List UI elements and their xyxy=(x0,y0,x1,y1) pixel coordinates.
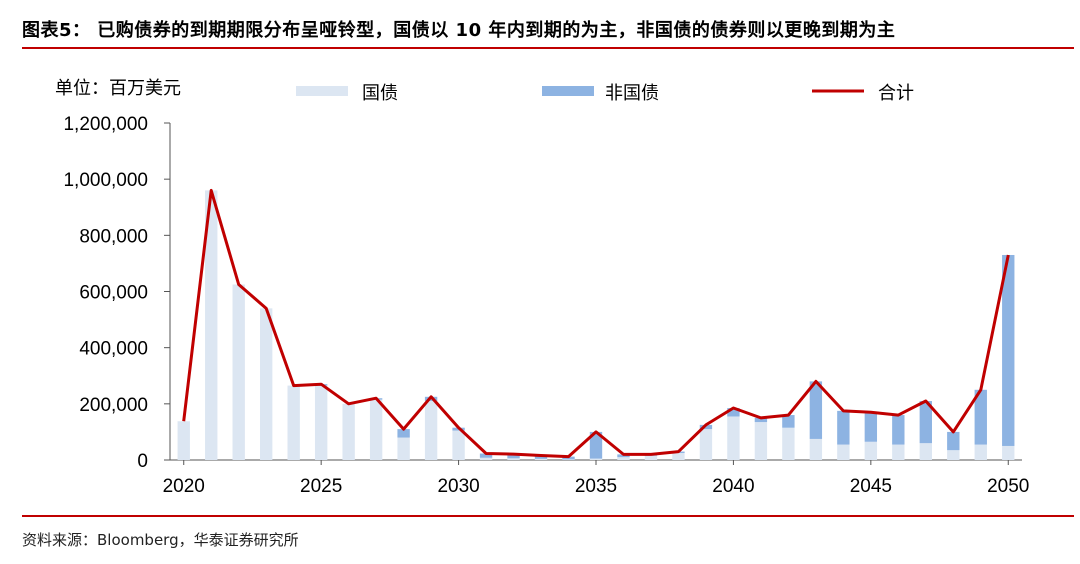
bar-non-treasury xyxy=(809,381,823,439)
bar-treasury xyxy=(589,458,603,460)
x-tick-label: 2025 xyxy=(300,476,342,497)
bar-treasury xyxy=(424,401,438,460)
bar-treasury xyxy=(260,308,273,460)
x-tick-label: 2035 xyxy=(575,476,617,497)
bar-treasury xyxy=(479,457,493,460)
bar-non-treasury xyxy=(892,415,905,445)
y-tick-label: 600,000 xyxy=(79,283,148,304)
x-tick-label: 2040 xyxy=(712,476,754,497)
y-tick-label: 200,000 xyxy=(79,395,148,416)
bar-non-treasury xyxy=(754,417,768,423)
source-rule xyxy=(22,515,1074,517)
bar-non-treasury xyxy=(397,429,410,438)
y-tick-label: 0 xyxy=(137,451,148,472)
bar-treasury xyxy=(534,458,548,460)
y-tick-label: 800,000 xyxy=(79,226,148,247)
bar-treasury xyxy=(452,430,465,460)
bar-treasury xyxy=(947,450,960,460)
bar-treasury xyxy=(809,438,823,460)
unit-label: 单位：百万美元 xyxy=(55,78,181,99)
x-tick-label: 2045 xyxy=(850,476,892,497)
bar-treasury xyxy=(837,444,850,460)
bar-treasury xyxy=(672,452,685,460)
bar-treasury xyxy=(727,416,740,460)
bar-non-treasury xyxy=(864,412,878,442)
title-rule xyxy=(22,47,1074,49)
legend-swatch-non-treasury xyxy=(542,86,594,96)
bar-treasury xyxy=(782,427,795,460)
y-tick-label: 400,000 xyxy=(79,339,148,360)
bar-non-treasury xyxy=(589,431,603,459)
legend-swatch-treasury xyxy=(296,86,348,96)
x-tick-label: 2050 xyxy=(987,476,1029,497)
bar-treasury xyxy=(864,441,878,460)
bar-non-treasury xyxy=(1002,254,1015,446)
bar-treasury xyxy=(754,422,768,460)
bar-treasury xyxy=(177,421,190,460)
bar-treasury xyxy=(369,399,383,460)
bar-treasury xyxy=(397,437,410,460)
bar-treasury xyxy=(342,403,355,460)
bar-treasury xyxy=(507,458,520,460)
bar-non-treasury xyxy=(479,453,493,458)
plot-area: 0 200,000 400,000 600,000 800,000 1,000,000 1,… xyxy=(63,114,1029,497)
bar-treasury xyxy=(974,444,987,460)
bar-treasury xyxy=(232,284,245,460)
bar-treasury xyxy=(205,190,218,460)
bar-treasury xyxy=(644,455,658,460)
legend-label-non-treasury: 非国债 xyxy=(605,83,659,104)
legend-label-total: 合计 xyxy=(878,83,914,104)
bar-non-treasury xyxy=(947,431,960,451)
bar-treasury xyxy=(919,443,932,460)
bar-non-treasury xyxy=(534,455,548,459)
total-line xyxy=(182,188,1010,459)
bar-non-treasury xyxy=(727,408,740,417)
bar-treasury xyxy=(617,457,630,460)
bar-treasury xyxy=(1002,445,1015,460)
y-tick-label: 1,000,000 xyxy=(63,170,148,191)
bar-non-treasury xyxy=(837,410,850,445)
bar-non-treasury xyxy=(699,424,713,430)
x-tick-label: 2020 xyxy=(163,476,205,497)
bar-non-treasury xyxy=(782,415,795,428)
source-note: 资料来源：Bloomberg，华泰证券研究所 xyxy=(22,531,299,549)
bar-treasury xyxy=(699,429,713,460)
bar-treasury xyxy=(314,385,328,460)
bar-non-treasury xyxy=(974,389,987,445)
bar-non-treasury xyxy=(507,454,520,459)
legend-label-treasury: 国债 xyxy=(362,83,398,104)
bar-treasury xyxy=(287,385,300,460)
bar-non-treasury xyxy=(919,401,932,444)
bar-treasury xyxy=(562,459,575,460)
bar-treasury xyxy=(892,444,905,460)
x-tick-label: 2030 xyxy=(437,476,479,497)
y-tick-label: 1,200,000 xyxy=(63,114,148,135)
figure-title: 图表5： 已购债券的到期期限分布呈哑铃型，国债以 10 年内到期的为主，非国债的… xyxy=(22,20,896,41)
